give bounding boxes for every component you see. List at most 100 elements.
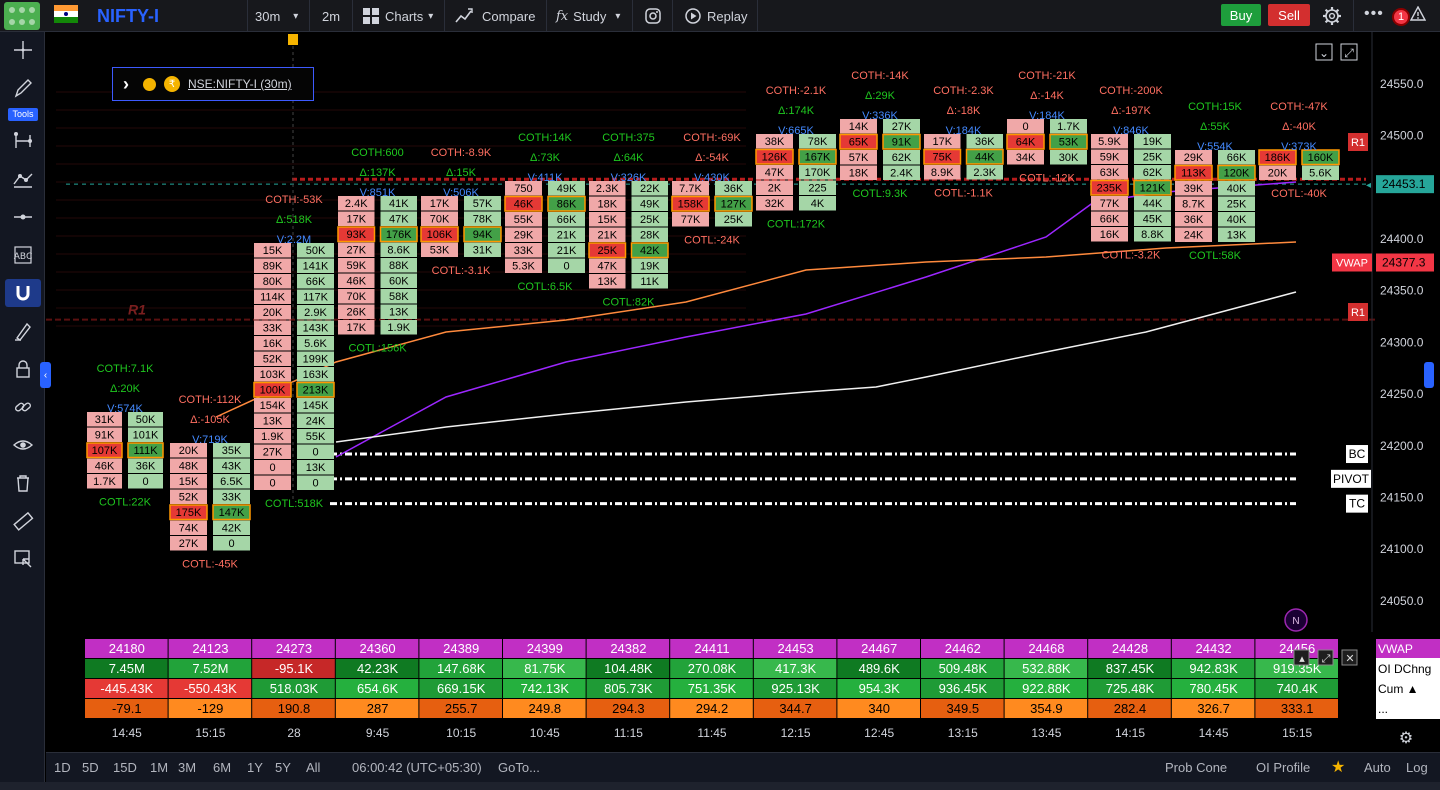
ask-cell [379,226,418,243]
table-cell-bg [753,699,837,718]
expand-chart-icon[interactable]: ⤢ [1340,43,1358,61]
table-cell: 942.83K [1189,661,1238,676]
bid-value: 24K [1184,230,1204,242]
settings-gear-icon[interactable] [1321,5,1343,27]
prob-cone-button[interactable]: Prob Cone [1165,760,1228,775]
expand-chart-icon-glyph: ⤢ [1343,46,1354,60]
svg-text:ABC: ABC [14,252,32,262]
grid-icon [363,8,379,24]
chevron-right-icon[interactable]: › [123,73,129,94]
more-options-icon[interactable]: ••• [1364,5,1384,22]
eye-icon[interactable] [5,431,41,459]
crosshair-icon[interactable] [5,36,41,64]
sell-button[interactable]: Sell [1268,4,1310,26]
bid-cell [1258,149,1297,166]
ask-value: 50K [306,245,326,257]
star-icon[interactable]: ★ [1331,759,1346,776]
bid-cell [589,258,626,273]
buy-button[interactable]: Buy [1221,4,1261,26]
bid-cell [840,150,877,165]
ask-cell [1301,149,1340,166]
ask-value: 36K [975,136,995,148]
table-cell-bg [753,659,837,678]
brush-icon[interactable] [5,317,41,345]
ask-cell [1134,227,1171,242]
collapse-panel-chevron-icon[interactable]: ‹ [40,362,51,388]
table-cell: 740.4K [1277,681,1319,696]
hand-icon[interactable] [5,545,41,573]
app-logo[interactable] [4,2,40,30]
range-button-15d[interactable]: 15D [113,760,137,775]
link-icon[interactable] [5,393,41,421]
goto-button[interactable]: GoTo... [498,760,540,775]
table-cell: 654.6K [357,681,399,696]
price-label: 24350.0 [1380,284,1424,298]
footprint-bar-2: 15K 50K 89K 141K 80K 66K 114K 117K 20K 2.9K 33K 143… [253,194,335,510]
fork-icon[interactable] [5,127,41,155]
magnet-icon[interactable] [5,279,41,307]
range-button-1y[interactable]: 1Y [247,760,263,775]
pencil-icon[interactable] [5,74,41,102]
bid-value: 91K [95,430,115,442]
ask-value: 91K [892,137,912,149]
replay-button[interactable]: Replay [684,0,747,32]
range-button-all[interactable]: All [306,760,321,775]
bid-cell [254,274,291,289]
ask-cell [798,148,837,165]
table-cell-bg [335,659,419,678]
trash-icon[interactable] [5,469,41,497]
ask-value: 62K [892,152,912,164]
range-button-5y[interactable]: 5Y [275,760,291,775]
bid-cell [924,165,961,180]
study-dropdown[interactable]: fx Study ▾ [556,0,620,32]
bid-cell [338,273,375,288]
ma-line [335,291,1297,443]
interval2-button[interactable]: 2m [322,8,341,24]
ask-cell [128,458,163,473]
bid-cell [337,226,376,243]
warning-icon[interactable] [1409,5,1427,27]
ask-value: 78K [473,214,493,226]
chart-plot[interactable]: R1 31K 50K 91K 101K 107K 111K 46K 36K 1.7K 0 COTH:7… [46,32,1440,758]
table-label-vwap-bg [1376,639,1440,658]
ask-cell [380,242,417,257]
symbol-name[interactable]: NIFTY-I [97,5,159,26]
pattern-icon[interactable] [5,165,41,193]
price-label: 24200.0 [1380,439,1424,453]
expand-chart-icon-box [1340,43,1358,61]
oi-profile-button[interactable]: OI Profile [1256,760,1311,775]
footprint-bar-7: 7.7K 36K 158K 127K 77K 25K COTH:-69K Δ:-54K V:43… [671,132,753,247]
bc-label-bg [1346,445,1368,464]
bid-cell [1006,133,1045,150]
ask-cell [1218,150,1255,165]
range-button-1d[interactable]: 1D [54,760,71,775]
chart-area[interactable]: R1 31K 50K 91K 101K 107K 111K 46K 36K 1.7K 0 COTH:7… [46,32,1440,758]
log-scale-button[interactable]: Log [1406,760,1428,775]
instagram-button[interactable] [644,0,662,32]
symbol-legend[interactable]: › ₹ NSE:NIFTY-I (30m) [112,67,314,101]
range-button-5d[interactable]: 5D [82,760,99,775]
hline-icon[interactable] [5,203,41,231]
notification-badge[interactable]: 1 [1392,8,1410,26]
ruler-icon[interactable] [5,507,41,535]
range-button-6m[interactable]: 6M [213,760,232,775]
text-icon[interactable]: ABC [5,241,41,269]
interval-dropdown[interactable]: 30m ▾ [255,0,298,32]
ask-cell [127,442,164,459]
bid-value: 1.7K [93,476,116,488]
lock-icon[interactable] [5,355,41,383]
charts-dropdown[interactable]: Charts ▾ [362,0,433,32]
bid-cell [756,196,793,211]
table-cell: 147.68K [437,661,486,676]
collapse-chart-icon[interactable]: ⌄ [1315,43,1333,61]
range-button-1m[interactable]: 1M [150,760,169,775]
auto-scale-button[interactable]: Auto [1364,760,1391,775]
compare-button[interactable]: Compare [455,0,535,32]
bid-cell [505,243,542,258]
bottom-accent [0,782,1440,790]
range-button-3m[interactable]: 3M [178,760,197,775]
footprint-cotl: COTL:-12K [1019,173,1075,185]
time-label: 15:15 [1282,726,1312,740]
bid-cell [338,196,375,211]
